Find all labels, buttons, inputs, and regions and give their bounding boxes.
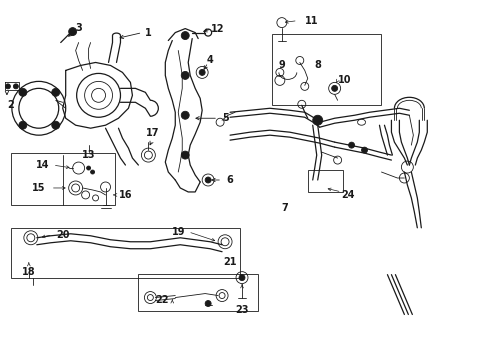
Text: 4: 4 <box>206 55 213 66</box>
Circle shape <box>181 151 189 159</box>
Bar <box>11 153 115 205</box>
Circle shape <box>205 301 211 306</box>
Text: 13: 13 <box>81 150 95 160</box>
Circle shape <box>348 142 354 148</box>
Text: 24: 24 <box>341 190 354 200</box>
Text: 17: 17 <box>145 128 159 138</box>
Text: 19: 19 <box>171 227 184 237</box>
Text: 21: 21 <box>223 257 236 267</box>
Text: 9: 9 <box>278 60 285 71</box>
Text: 12: 12 <box>211 24 224 33</box>
Text: 20: 20 <box>56 230 69 240</box>
Circle shape <box>181 111 189 119</box>
Bar <box>138 274 258 311</box>
Text: 5: 5 <box>222 113 228 123</box>
Circle shape <box>90 170 94 174</box>
Text: 1: 1 <box>145 28 151 37</box>
Text: 14: 14 <box>36 160 49 170</box>
Circle shape <box>331 85 337 91</box>
Circle shape <box>68 28 77 36</box>
Circle shape <box>52 121 60 129</box>
Circle shape <box>199 69 205 75</box>
Circle shape <box>86 166 90 170</box>
Text: 10: 10 <box>337 75 350 85</box>
Text: 23: 23 <box>235 305 248 315</box>
Text: 3: 3 <box>75 23 82 33</box>
Bar <box>271 33 381 105</box>
Bar <box>11 228 240 278</box>
Circle shape <box>181 71 189 80</box>
Circle shape <box>52 88 60 96</box>
Text: 8: 8 <box>314 60 321 71</box>
Circle shape <box>205 177 211 183</box>
Text: 11: 11 <box>304 15 318 26</box>
Text: 15: 15 <box>32 183 45 193</box>
Circle shape <box>361 147 367 153</box>
Text: 16: 16 <box>118 190 132 200</box>
Circle shape <box>13 84 19 89</box>
Text: 2: 2 <box>7 100 14 110</box>
Circle shape <box>5 84 10 89</box>
Text: 18: 18 <box>22 267 36 276</box>
Bar <box>307 170 342 192</box>
Circle shape <box>19 121 27 129</box>
Circle shape <box>239 275 244 280</box>
Circle shape <box>181 32 189 40</box>
Text: 22: 22 <box>155 294 169 305</box>
Text: 6: 6 <box>225 175 232 185</box>
Circle shape <box>312 115 322 125</box>
Circle shape <box>19 88 27 96</box>
Text: 7: 7 <box>281 203 287 213</box>
